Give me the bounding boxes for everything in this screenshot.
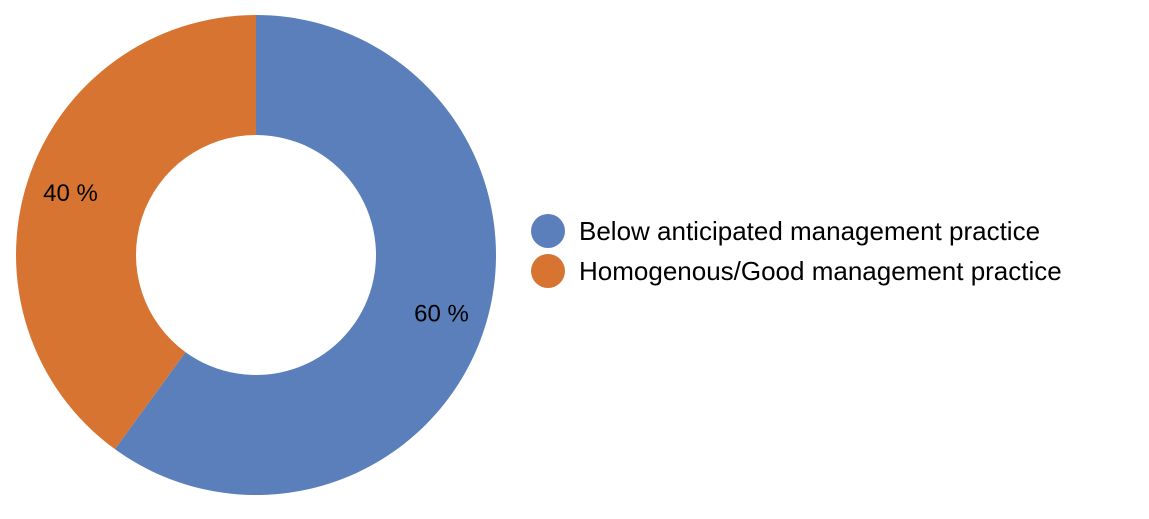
legend-label: Below anticipated management practice — [579, 215, 1041, 246]
donut-slice-0[interactable] — [114, 15, 496, 496]
donut-slice-1[interactable] — [15, 15, 256, 450]
legend-item-homogenous-good[interactable]: Homogenous/Good management practice — [531, 251, 1062, 291]
legend: Below anticipated management practice Ho… — [531, 211, 1062, 291]
legend-swatch-icon — [531, 214, 565, 248]
legend-swatch-icon — [531, 254, 565, 288]
donut-slices — [15, 15, 496, 496]
legend-item-below-anticipated[interactable]: Below anticipated management practice — [531, 211, 1062, 251]
legend-label: Homogenous/Good management practice — [579, 255, 1062, 286]
data-labels: 60 % 40 % — [43, 180, 469, 328]
data-label-1: 40 % — [43, 180, 98, 207]
data-label-0: 60 % — [414, 301, 469, 328]
